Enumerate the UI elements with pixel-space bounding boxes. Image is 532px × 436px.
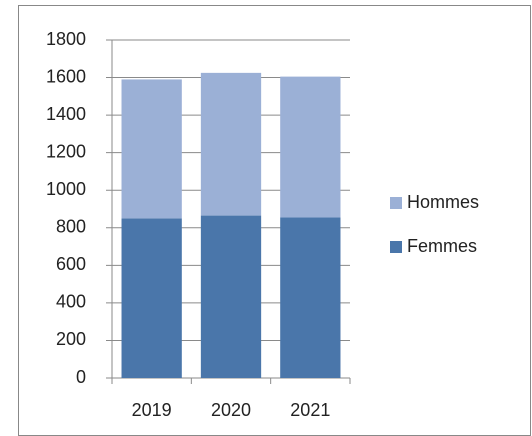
legend-label: Hommes <box>407 192 479 212</box>
bar-segment <box>121 79 182 219</box>
y-tick-label: 1800 <box>46 29 86 49</box>
legend-swatch <box>390 241 402 253</box>
bar-segment <box>121 218 182 378</box>
bar-segment <box>280 76 341 218</box>
chart-frame <box>18 5 531 436</box>
y-tick-label: 0 <box>76 367 86 387</box>
x-tick-label: 2021 <box>290 400 330 420</box>
y-tick-label: 1200 <box>46 141 86 161</box>
y-tick-label: 1400 <box>46 104 86 124</box>
x-tick-label: 2019 <box>132 400 172 420</box>
legend-swatch <box>390 197 402 209</box>
bar-segment <box>200 72 262 216</box>
y-tick-label: 400 <box>56 292 86 312</box>
y-tick-label: 1000 <box>46 179 86 199</box>
y-tick-label: 800 <box>56 217 86 237</box>
y-tick-label: 200 <box>56 329 86 349</box>
bar-segment <box>200 215 262 378</box>
x-tick-label: 2020 <box>211 400 251 420</box>
y-tick-label: 600 <box>56 254 86 274</box>
legend-label: Femmes <box>407 236 477 256</box>
y-tick-label: 1600 <box>46 66 86 86</box>
bar-segment <box>280 217 341 378</box>
